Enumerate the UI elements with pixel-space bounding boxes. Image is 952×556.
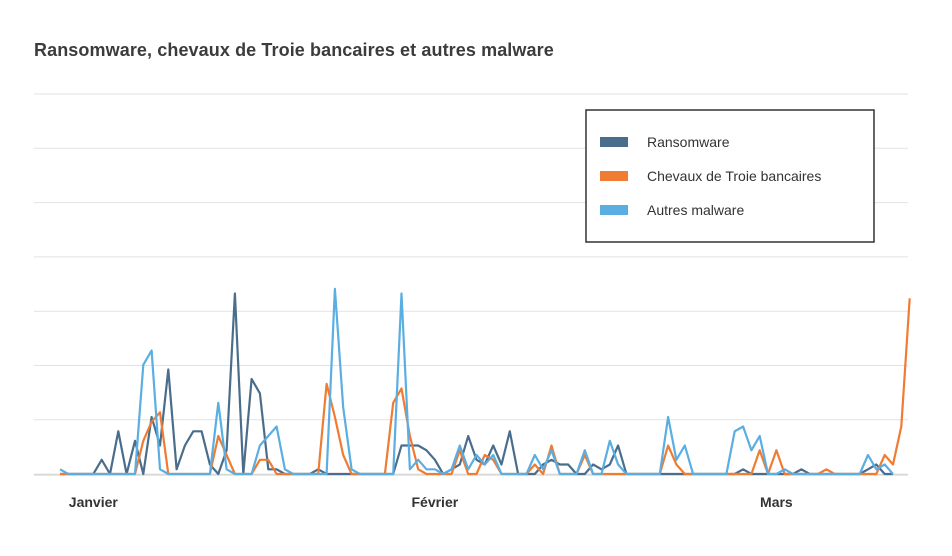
- legend-label-chevaux-de-troie: Chevaux de Troie bancaires: [647, 168, 821, 184]
- series-line-ransomware: [60, 292, 893, 476]
- chart-title: Ransomware, chevaux de Troie bancaires e…: [34, 40, 554, 60]
- x-tick-labels: Janvier Février Mars: [69, 494, 793, 510]
- legend: Ransomware Chevaux de Troie bancaires Au…: [585, 109, 875, 243]
- legend-swatch-ransomware: [600, 137, 628, 147]
- x-tick-label: Janvier: [69, 494, 119, 510]
- legend-label-ransomware: Ransomware: [647, 134, 730, 150]
- series-lines: [59, 287, 911, 476]
- legend-box: [585, 109, 875, 243]
- x-tick-label: Mars: [760, 494, 793, 510]
- series-line-autres-malware: [59, 287, 894, 476]
- legend-swatch-chevaux-de-troie: [600, 171, 628, 181]
- x-tick-label: Février: [411, 494, 458, 510]
- series-line-chevaux-de-troie-bancaires: [60, 298, 911, 476]
- legend-label-autres-malware: Autres malware: [647, 202, 744, 218]
- legend-swatch-autres-malware: [600, 205, 628, 215]
